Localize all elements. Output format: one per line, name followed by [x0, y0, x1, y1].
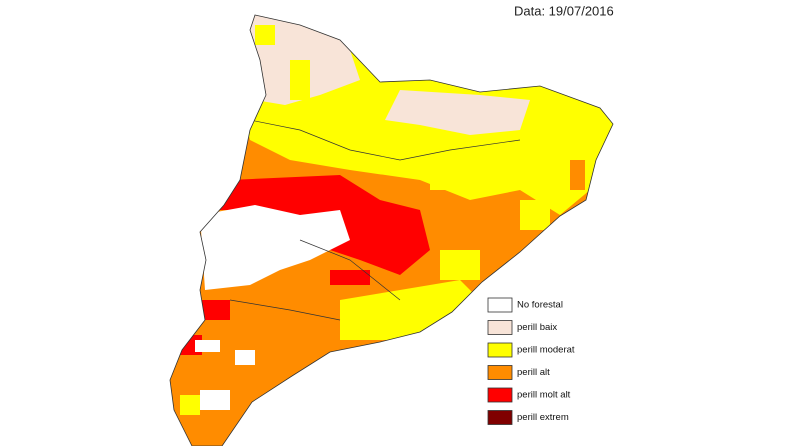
legend-swatch	[487, 342, 513, 358]
legend-label: No forestal	[517, 300, 563, 311]
legend-label: perill extrem	[517, 412, 569, 423]
legend-swatch	[487, 365, 513, 380]
legend-label: perill molt alt	[517, 390, 571, 401]
legend-swatch	[487, 320, 513, 335]
legend: No forestal perill baix perill moderat peri…	[487, 297, 575, 425]
legend-label: perill moderat	[517, 345, 575, 356]
legend-swatch	[487, 297, 513, 313]
legend-label: perill alt	[517, 367, 550, 378]
map-outline	[169, 14, 614, 446]
legend-swatch	[487, 387, 513, 403]
legend-label: perill baix	[517, 322, 557, 333]
map-date: Data: 19/07/2016	[514, 3, 614, 18]
legend-swatch	[487, 410, 513, 425]
